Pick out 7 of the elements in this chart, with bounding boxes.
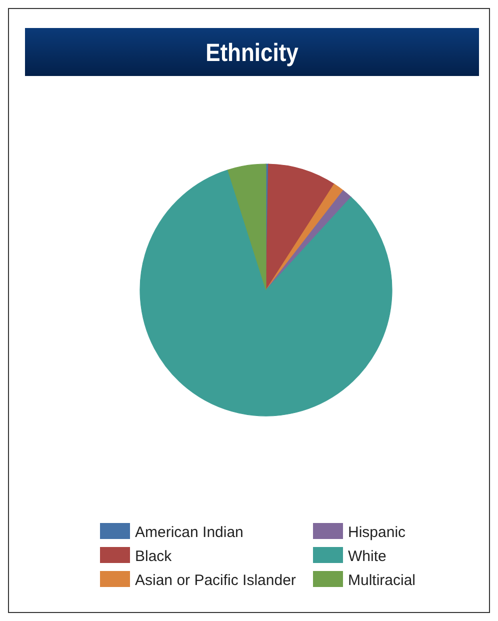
legend-label: American Indian	[135, 524, 244, 541]
legend-label: Multiracial	[348, 572, 416, 589]
legend-label: Black	[135, 548, 172, 565]
legend-label: Asian or Pacific Islander	[135, 572, 296, 589]
chart-title: Ethnicity	[206, 38, 298, 66]
legend-label: Hispanic	[348, 524, 406, 541]
legend-label: White	[348, 548, 386, 565]
